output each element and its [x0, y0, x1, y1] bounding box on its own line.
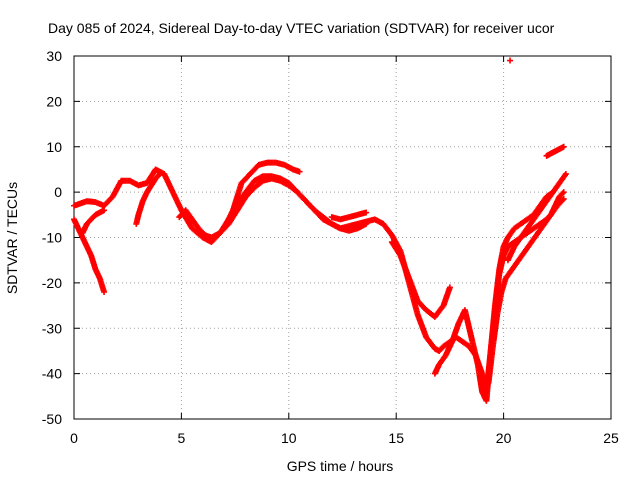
y-axis-label: SDTVAR / TECUs [4, 182, 20, 294]
y-tick-label: -30 [42, 320, 62, 336]
chart-title: Day 085 of 2024, Sidereal Day-to-day VTE… [48, 20, 555, 36]
data-point [363, 220, 370, 227]
series-10 [504, 189, 557, 264]
series-3 [79, 207, 108, 236]
y-tick-label: 10 [46, 139, 62, 155]
data-point [562, 170, 569, 177]
y-tick-label: -20 [42, 275, 62, 291]
data-point [559, 190, 566, 197]
series-7 [388, 239, 453, 320]
grid-lines [74, 56, 611, 419]
series-6 [328, 209, 370, 223]
y-tick-label: -50 [42, 411, 62, 427]
x-tick-label: 0 [70, 430, 78, 446]
series-5 [176, 175, 370, 241]
data-point [560, 189, 567, 196]
series-11 [504, 170, 569, 241]
y-tick-label: -10 [42, 230, 62, 246]
data-point [559, 197, 566, 204]
data-point [507, 57, 514, 64]
y-tick-label: 30 [46, 48, 62, 64]
y-tick-label: 0 [54, 184, 62, 200]
data-point [363, 209, 370, 216]
y-tick-label: -40 [42, 366, 62, 382]
y-axis: 30 20 10 0 -10 -20 -30 -40 -50 [42, 48, 611, 427]
x-axis-label: GPS time / hours [287, 458, 394, 474]
series-2 [71, 216, 108, 295]
data-point [156, 170, 163, 177]
y-tick-label: 20 [46, 93, 62, 109]
data-point [560, 143, 567, 150]
series-4 [133, 170, 163, 227]
x-tick-label: 5 [178, 430, 186, 446]
data-point [560, 195, 567, 202]
data-point [101, 288, 108, 295]
x-tick-label: 10 [281, 430, 297, 446]
series-8 [431, 234, 511, 404]
series-9 [485, 195, 567, 386]
x-axis: 0 5 10 15 20 25 [70, 56, 619, 446]
x-tick-label: 25 [603, 430, 619, 446]
x-tick-label: 15 [388, 430, 404, 446]
data-point [446, 284, 453, 291]
data-points [71, 57, 569, 404]
data-point [296, 168, 303, 175]
series-12 [543, 143, 567, 159]
data-point [155, 172, 162, 179]
data-point [101, 207, 108, 214]
x-tick-label: 20 [496, 430, 512, 446]
